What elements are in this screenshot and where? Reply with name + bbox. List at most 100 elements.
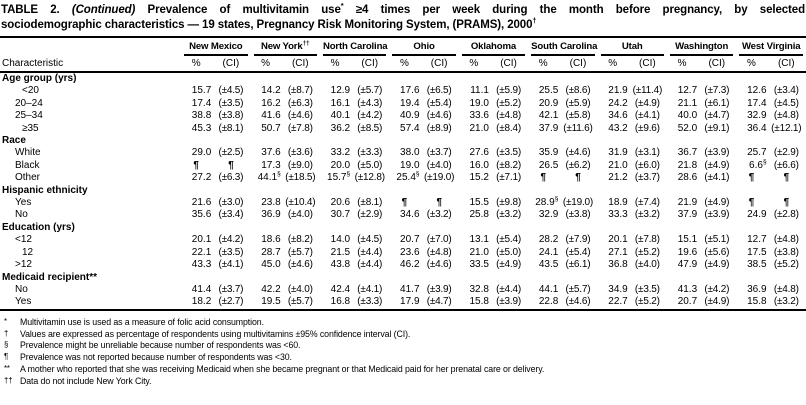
ci-cell: (±5.7) xyxy=(287,246,313,258)
percent-cell: 21.0 xyxy=(469,122,489,134)
percent-cell: 38.8 xyxy=(191,110,212,122)
percent-cell: 15.8 xyxy=(469,296,489,308)
ci-cell: (±8.1) xyxy=(357,197,383,209)
percent-cell: 12.9 xyxy=(330,85,351,97)
percent-cell: 31.9 xyxy=(608,147,628,159)
ci-cell: (±6.1) xyxy=(565,259,591,271)
ci-cell: (±6.0) xyxy=(634,159,660,171)
ci-cell: (±4.5) xyxy=(218,85,244,97)
table-row: No 35.6 (±3.4) 36.9 (±4.0) 30.7 (±2.9) 34.6 (±3.… xyxy=(0,209,806,221)
percent-cell: 15.8 xyxy=(747,296,767,308)
ci-cell: (±3.7) xyxy=(218,283,244,295)
state-header: Washington xyxy=(667,39,736,56)
percent-header: % xyxy=(250,56,281,73)
ci-cell: (±5.0) xyxy=(496,246,521,258)
ci-cell: (±6.3) xyxy=(287,97,313,109)
ci-cell: (±10.4) xyxy=(285,197,316,209)
table-row: 20–24 17.4 (±3.5) 16.2 (±6.3) 16.1 (±4.3) 19.4 (… xyxy=(0,98,806,110)
state-name: South Carolina xyxy=(531,41,597,56)
table-row: 25–34 38.8 (±3.8) 41.6 (±4.6) 40.1 (±4.2) 40.9 (… xyxy=(0,110,806,122)
percent-cell: 45.0 xyxy=(261,259,281,271)
percent-cell: 16.0 xyxy=(469,159,489,171)
percent-cell: 34.6 xyxy=(400,209,420,221)
percent-cell: 43.2 xyxy=(608,122,628,134)
percent-header: % xyxy=(528,56,559,73)
ci-cell: (±8.6) xyxy=(565,85,591,97)
percent-cell: ¶ xyxy=(748,172,755,184)
ci-cell: (±4.8) xyxy=(773,110,799,122)
ci-cell: (±4.1) xyxy=(704,172,730,184)
percent-cell: 21.6 xyxy=(191,197,212,209)
ci-header: (CI) xyxy=(280,56,320,73)
ci-cell: (±19.0) xyxy=(562,197,594,209)
row-label: <12 xyxy=(15,234,32,246)
percent-cell: 36.8 xyxy=(608,259,628,271)
percent-cell: 32.9 xyxy=(747,110,767,122)
ci-cell: (±3.8) xyxy=(773,246,799,258)
ci-cell: (±9.8) xyxy=(496,197,521,209)
percent-cell: 43.5 xyxy=(538,259,559,271)
percent-cell: 27.1 xyxy=(608,246,628,258)
ci-cell: (±3.2) xyxy=(426,209,452,221)
percent-cell: 21.1 xyxy=(677,97,698,109)
percent-cell: 38.0 xyxy=(400,147,420,159)
ci-cell: (±3.3) xyxy=(357,147,383,159)
ci-cell: (±4.9) xyxy=(704,159,730,171)
ci-cell: (±2.9) xyxy=(773,147,799,159)
ci-cell: (±4.5) xyxy=(773,97,799,109)
prevalence-table: New Mexico New York†† North Carolina Ohio Ok… xyxy=(0,39,806,311)
table-row: <20 15.7 (±4.5) 14.2 (±8.7) 12.9 (±5.7) 17.6 (±6… xyxy=(0,85,806,97)
percent-cell: 19.6 xyxy=(677,246,698,258)
ci-header: (CI) xyxy=(558,56,598,73)
state-name: Oklahoma xyxy=(461,41,526,56)
ci-cell: (±4.8) xyxy=(773,283,799,295)
percent-cell: 29.0 xyxy=(191,147,212,159)
ci-cell: (±7.0) xyxy=(426,234,452,246)
ci-cell: (±5.7) xyxy=(287,296,313,308)
characteristic-header: Characteristic xyxy=(0,56,182,73)
percent-cell: 6.6§ xyxy=(749,158,767,171)
percent-cell: 43.3 xyxy=(191,259,212,271)
percent-cell: 18.9 xyxy=(608,197,628,209)
percent-cell: 36.9 xyxy=(747,283,767,295)
ci-cell: (±4.5) xyxy=(357,234,383,246)
ci-cell: (±4.8) xyxy=(496,110,521,122)
percent-cell: 28.9§ xyxy=(535,195,559,209)
ci-cell: (±3.5) xyxy=(634,283,660,295)
section-row: Age group (yrs) xyxy=(0,72,806,85)
percent-cell: 33.5 xyxy=(469,259,489,271)
percent-header: % xyxy=(389,56,420,73)
percent-cell: 20.7 xyxy=(400,234,420,246)
section-row: Education (yrs) xyxy=(0,222,806,234)
table-row: <12 20.1 (±4.2) 18.6 (±8.2) 14.0 (±4.5) 20.7 (±7… xyxy=(0,234,806,246)
ci-header: (CI) xyxy=(697,56,737,73)
table-row: Other 27.2 (±6.3) 44.1§ (±18.5) 15.7§ (±12.8) 2… xyxy=(0,171,806,184)
percent-cell: 20.7 xyxy=(677,296,698,308)
ci-cell: (±6.6) xyxy=(773,159,799,171)
percent-cell: 15.1 xyxy=(677,234,698,246)
percent-cell: 14.0 xyxy=(330,234,351,246)
table-row: White 29.0 (±2.5) 37.6 (±3.6) 33.2 (±3.3) 38.0 (… xyxy=(0,147,806,159)
ci-cell: (±4.6) xyxy=(287,259,313,271)
footnote-marker: ¶ xyxy=(4,352,9,362)
footnote-text: Data do not include New York City. xyxy=(20,375,152,386)
percent-cell: 21.0 xyxy=(469,246,489,258)
percent-cell: 20.6 xyxy=(330,197,351,209)
ci-cell: (±5.4) xyxy=(426,97,452,109)
table-row: 12 22.1 (±3.5) 28.7 (±5.7) 21.5 (±4.4) 23.6 (±4.… xyxy=(0,247,806,259)
ci-cell: (±6.5) xyxy=(426,85,452,97)
percent-cell: 20.1 xyxy=(191,234,212,246)
percent-cell: 44.1 xyxy=(538,283,559,295)
ci-cell: (±4.3) xyxy=(357,97,383,109)
section-row: Hispanic ethnicity xyxy=(0,185,806,197)
footnotes: * Multivitamin use is used as a measure o… xyxy=(0,311,806,388)
percent-cell: 24.9 xyxy=(747,209,767,221)
percent-header: % xyxy=(458,56,489,73)
percent-cell: 38.5 xyxy=(747,259,767,271)
section-row: Medicaid recipient** xyxy=(0,272,806,284)
footnote-text: Multivitamin use is used as a measure of… xyxy=(20,316,264,327)
ci-cell: (±3.0) xyxy=(218,197,244,209)
ci-cell: (±4.7) xyxy=(426,296,452,308)
table-row: >12 43.3 (±4.1) 45.0 (±4.6) 43.8 (±4.4) 46.2 (±4… xyxy=(0,259,806,271)
percent-cell: 20.1 xyxy=(608,234,628,246)
